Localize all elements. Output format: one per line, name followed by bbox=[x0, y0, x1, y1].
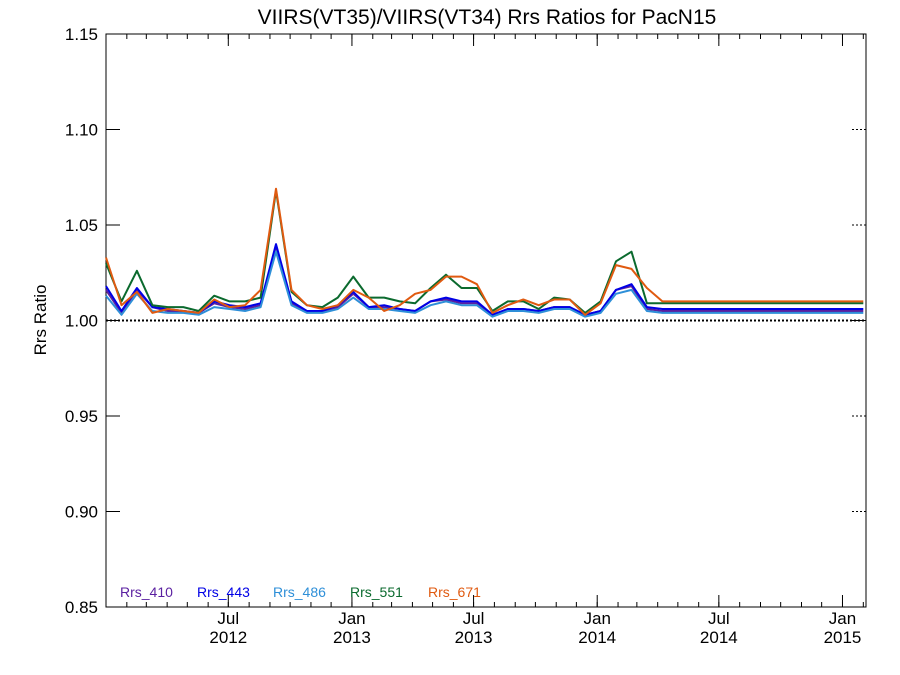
legend-item-rrs-410: Rrs_410 bbox=[120, 584, 173, 600]
x-tick-year-label: 2014 bbox=[578, 628, 616, 647]
y-tick-label: 1.10 bbox=[65, 121, 98, 140]
x-tick-year-label: 2013 bbox=[455, 628, 493, 647]
y-tick-label: 1.15 bbox=[65, 25, 98, 44]
x-tick-month-label: Jan bbox=[829, 609, 856, 628]
y-tick-label: 1.00 bbox=[65, 312, 98, 331]
x-tick-month-label: Jul bbox=[708, 609, 730, 628]
series-line-rrs-486 bbox=[105, 250, 864, 318]
legend-item-rrs-551: Rrs_551 bbox=[350, 584, 403, 600]
y-tick-label: 1.05 bbox=[65, 216, 98, 235]
x-tick-year-label: 2014 bbox=[700, 628, 738, 647]
x-tick-month-label: Jul bbox=[463, 609, 485, 628]
x-tick-year-label: 2012 bbox=[209, 628, 247, 647]
plot-area: 0.850.900.951.001.051.101.15Jul2012Jan20… bbox=[65, 25, 867, 647]
series-line-rrs-671 bbox=[105, 187, 864, 316]
series-line-rrs-410 bbox=[105, 245, 864, 316]
x-tick-year-label: 2015 bbox=[824, 628, 862, 647]
series-line-rrs-443 bbox=[105, 243, 864, 316]
legend-item-rrs-486: Rrs_486 bbox=[273, 584, 326, 600]
x-tick-month-label: Jan bbox=[584, 609, 611, 628]
y-tick-label: 0.95 bbox=[65, 407, 98, 426]
chart-title: VIIRS(VT35)/VIIRS(VT34) Rrs Ratios for P… bbox=[258, 6, 717, 29]
y-axis-label: Rrs Ratio bbox=[31, 285, 50, 356]
legend-item-rrs-671: Rrs_671 bbox=[428, 584, 481, 600]
x-tick-month-label: Jan bbox=[338, 609, 365, 628]
series-line-rrs-551 bbox=[105, 189, 864, 314]
legend-item-rrs-443: Rrs_443 bbox=[197, 584, 250, 600]
x-tick-month-label: Jul bbox=[217, 609, 239, 628]
y-tick-label: 0.85 bbox=[65, 598, 98, 617]
y-tick-label: 0.90 bbox=[65, 503, 98, 522]
x-tick-year-label: 2013 bbox=[333, 628, 371, 647]
